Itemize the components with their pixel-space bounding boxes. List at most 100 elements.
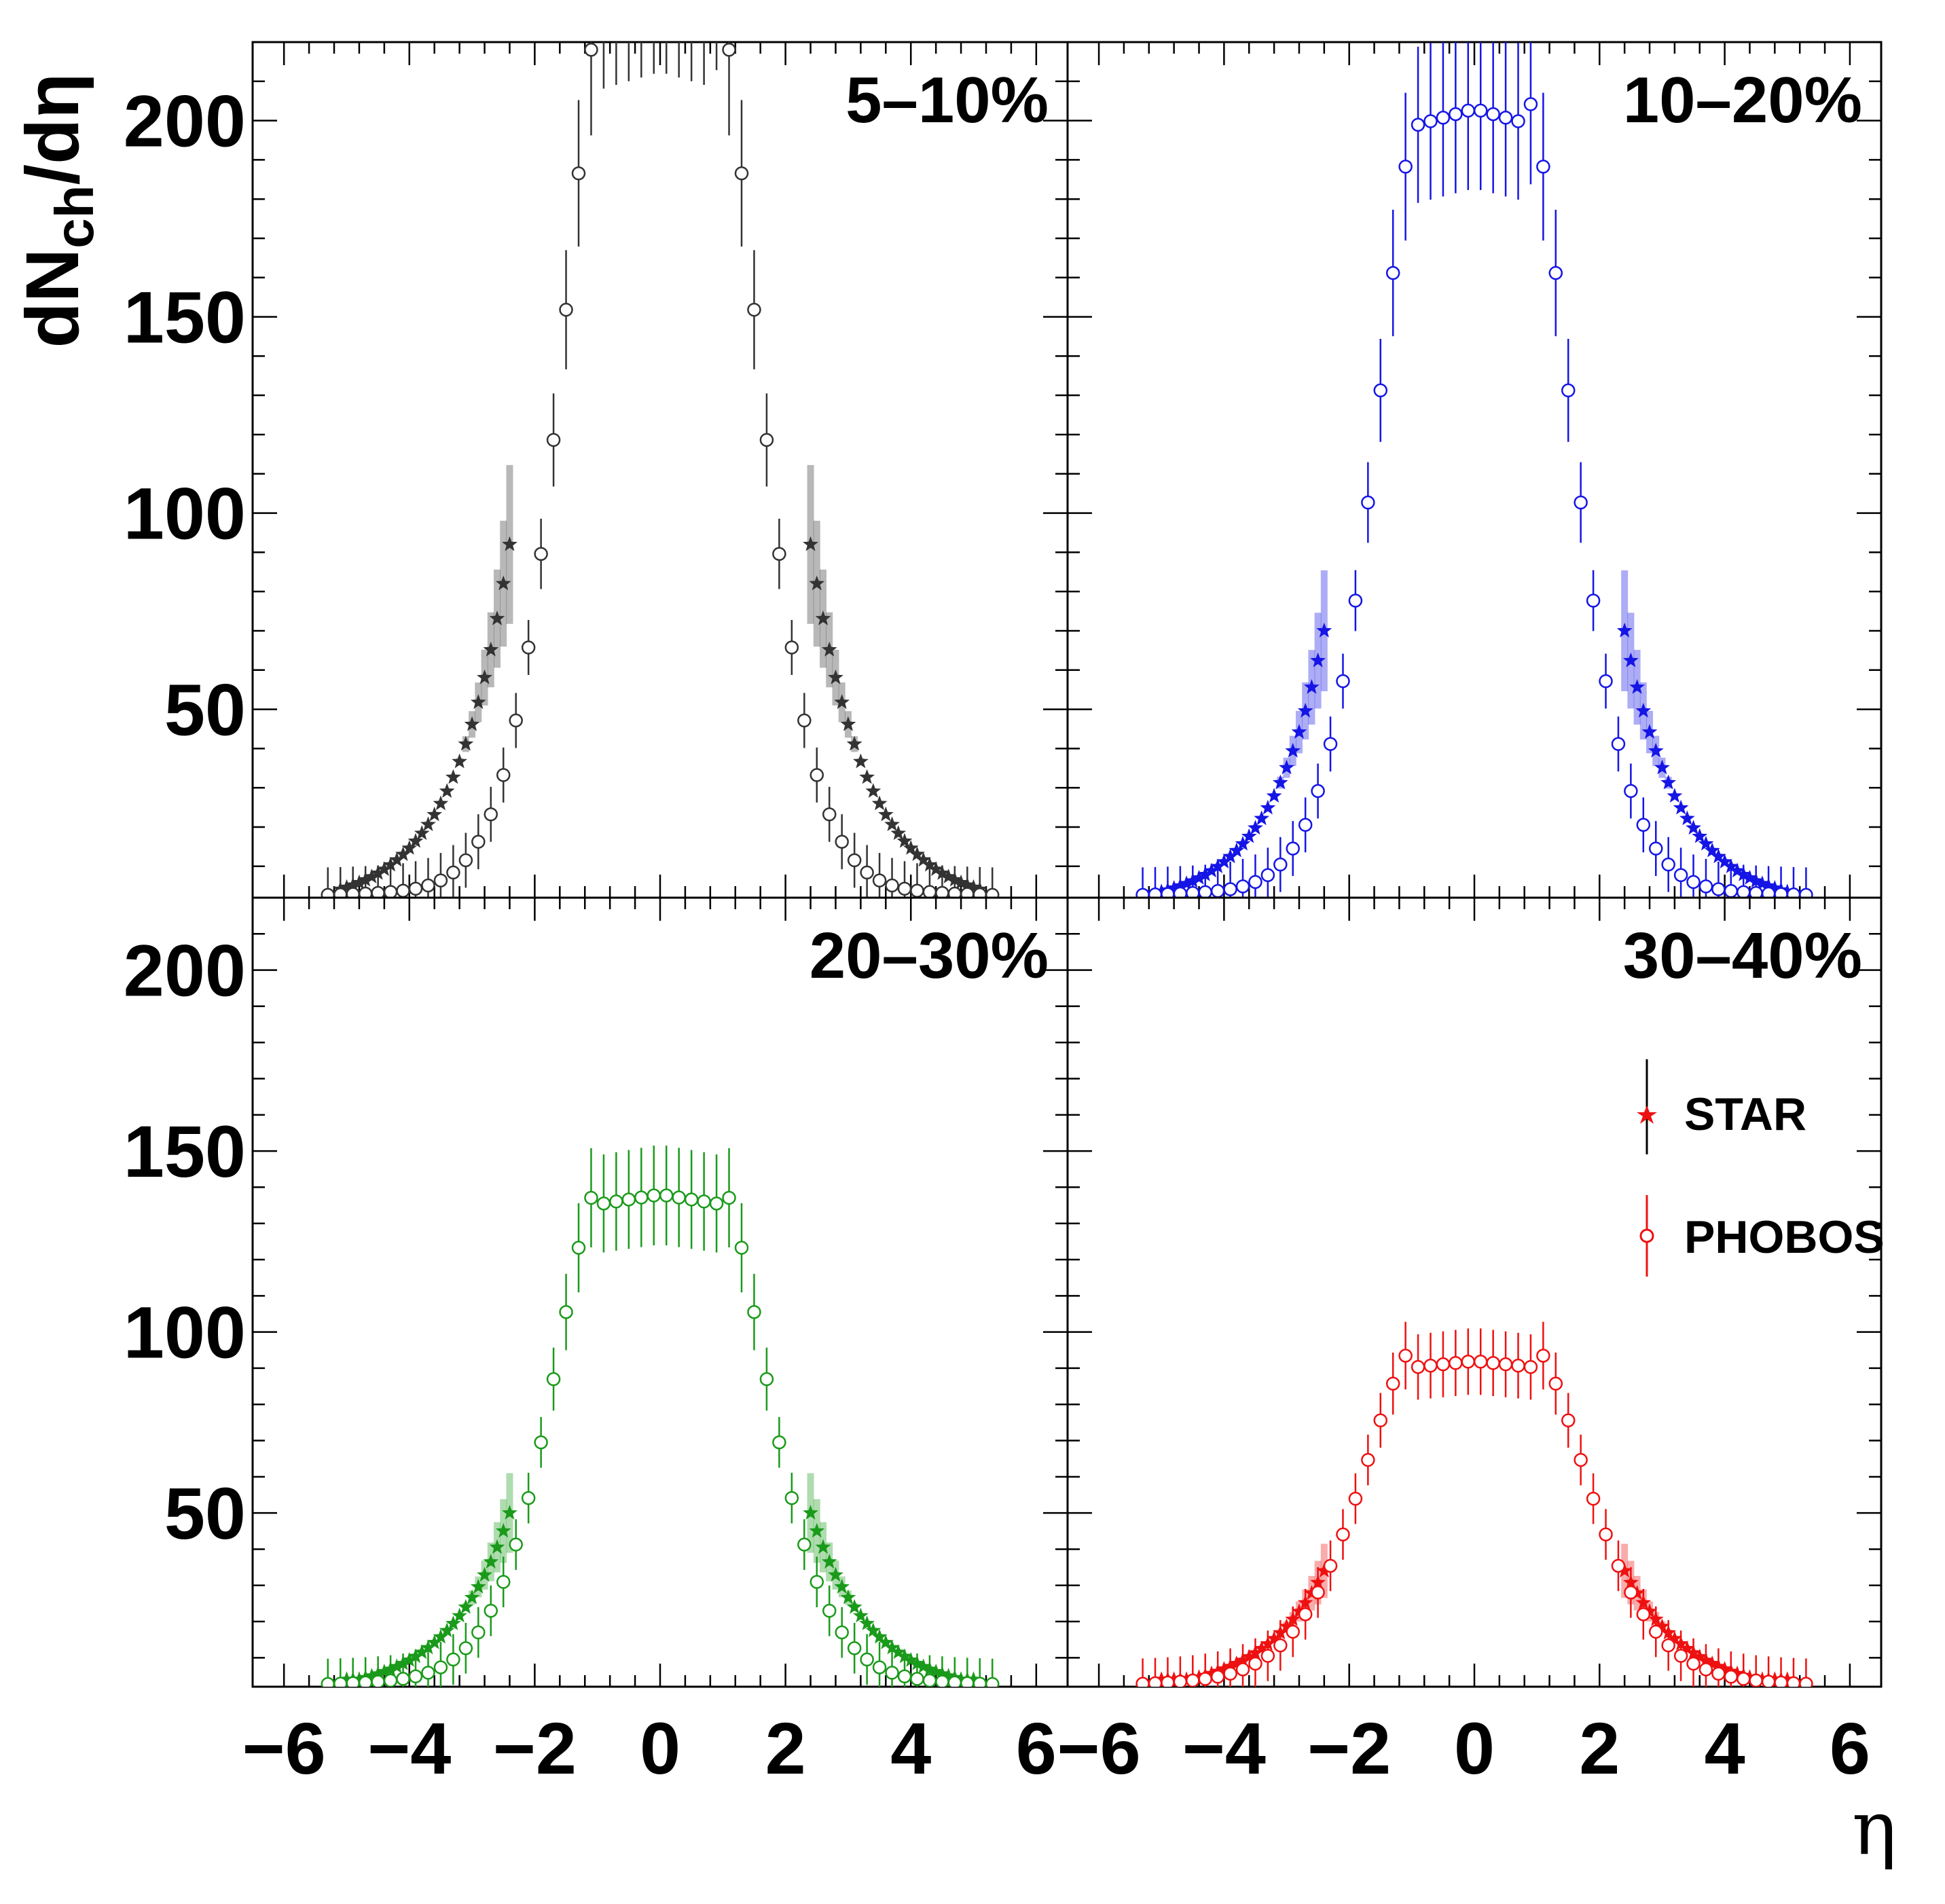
phobos-point <box>722 43 736 57</box>
star-point <box>364 868 380 883</box>
phobos-point <box>1548 1376 1563 1391</box>
x-tick-label: −4 <box>367 1707 451 1789</box>
star-point <box>1635 703 1652 718</box>
phobos-point <box>922 885 937 898</box>
star-point <box>446 769 461 784</box>
y-tick-label: 150 <box>124 1110 246 1192</box>
star-point <box>834 1579 850 1594</box>
phobos-point <box>1449 107 1463 122</box>
star-point <box>903 840 919 855</box>
phobos-point <box>797 713 812 728</box>
phobos-point <box>1574 1452 1588 1467</box>
star-point <box>853 753 869 769</box>
phobos-point <box>484 1603 498 1618</box>
star-point <box>1779 883 1796 898</box>
star-point <box>915 1658 932 1674</box>
star-point <box>1766 1671 1783 1686</box>
phobos-point <box>1223 882 1237 896</box>
x-tick-label: −6 <box>1057 1707 1141 1789</box>
phobos-point <box>1398 1349 1413 1363</box>
star-point <box>433 795 449 811</box>
phobos-point <box>935 1674 949 1687</box>
legend-star-label: STAR <box>1684 1088 1806 1140</box>
panel-5-10: 5–10% <box>251 41 1069 899</box>
star-point <box>489 1539 505 1554</box>
phobos-point <box>1523 97 1538 111</box>
star-point <box>452 753 467 769</box>
phobos-point <box>1135 1677 1150 1687</box>
phobos-point <box>1511 114 1525 128</box>
phobos-point <box>1336 674 1350 689</box>
centrality-label: 20–30% <box>810 919 1049 992</box>
phobos-point <box>1461 103 1476 118</box>
phobos-point <box>333 1677 348 1687</box>
phobos-point <box>1624 784 1638 799</box>
phobos-point <box>659 1188 674 1203</box>
phobos-point <box>396 883 410 898</box>
star-point <box>1153 1671 1169 1686</box>
star-point <box>877 1634 894 1649</box>
phobos-point <box>872 1660 887 1674</box>
star-point <box>1711 848 1726 864</box>
x-tick-label: 4 <box>1705 1707 1745 1789</box>
star-point <box>834 694 850 710</box>
star-point <box>1304 679 1320 694</box>
phobos-point <box>910 883 924 898</box>
phobos-point <box>1148 887 1163 898</box>
phobos-point <box>1536 160 1550 174</box>
star-point <box>828 669 843 684</box>
star-point <box>1297 703 1313 718</box>
phobos-point <box>559 1304 573 1319</box>
phobos-point <box>534 547 548 561</box>
ylabel-sub: ch <box>44 185 105 248</box>
star-point <box>865 1622 881 1638</box>
phobos-point <box>1260 868 1275 883</box>
star-point <box>1754 875 1770 890</box>
phobos-point <box>1235 1662 1250 1677</box>
phobos-point <box>1586 593 1601 608</box>
star-point <box>859 1615 875 1630</box>
star-point <box>401 1652 418 1667</box>
star-point <box>1641 724 1658 739</box>
phobos-point <box>734 1241 749 1255</box>
ylabel-main: dN <box>11 249 94 348</box>
phobos-point <box>1648 841 1663 856</box>
star-point <box>1641 1603 1658 1618</box>
star-point <box>483 1554 499 1569</box>
star-point <box>1279 759 1294 775</box>
star-point <box>803 536 818 551</box>
star-point <box>1285 742 1301 758</box>
phobos-point <box>509 713 523 728</box>
x-tick-label: 2 <box>1579 1707 1620 1789</box>
phobos-point <box>559 302 573 317</box>
star-point <box>382 856 399 872</box>
star-point <box>395 846 411 861</box>
star-point <box>1166 1671 1182 1686</box>
phobos-point <box>1373 383 1388 398</box>
phobos-point <box>1436 111 1451 125</box>
star-point <box>884 816 900 831</box>
phobos-point <box>697 1194 711 1209</box>
star-point <box>1679 810 1695 826</box>
star-point <box>846 735 862 751</box>
phobos-point <box>321 1677 335 1687</box>
phobos-point <box>759 1372 774 1387</box>
star-point <box>1654 759 1670 775</box>
phobos-point <box>521 1490 536 1505</box>
star-point <box>1742 870 1758 885</box>
phobos-point <box>1486 1355 1500 1370</box>
star-point <box>941 868 956 883</box>
phobos-point <box>446 865 460 880</box>
phobos-point <box>571 166 586 181</box>
phobos-point <box>647 1188 661 1203</box>
phobos-point <box>1248 875 1262 890</box>
phobos-point <box>1761 1674 1776 1687</box>
phobos-point <box>1473 1355 1488 1369</box>
phobos-point <box>1173 1674 1188 1687</box>
plot-area <box>1135 42 1813 898</box>
phobos-point <box>1361 495 1375 510</box>
phobos-point <box>1273 857 1288 872</box>
phobos-point <box>458 853 473 868</box>
star-point <box>865 783 881 798</box>
